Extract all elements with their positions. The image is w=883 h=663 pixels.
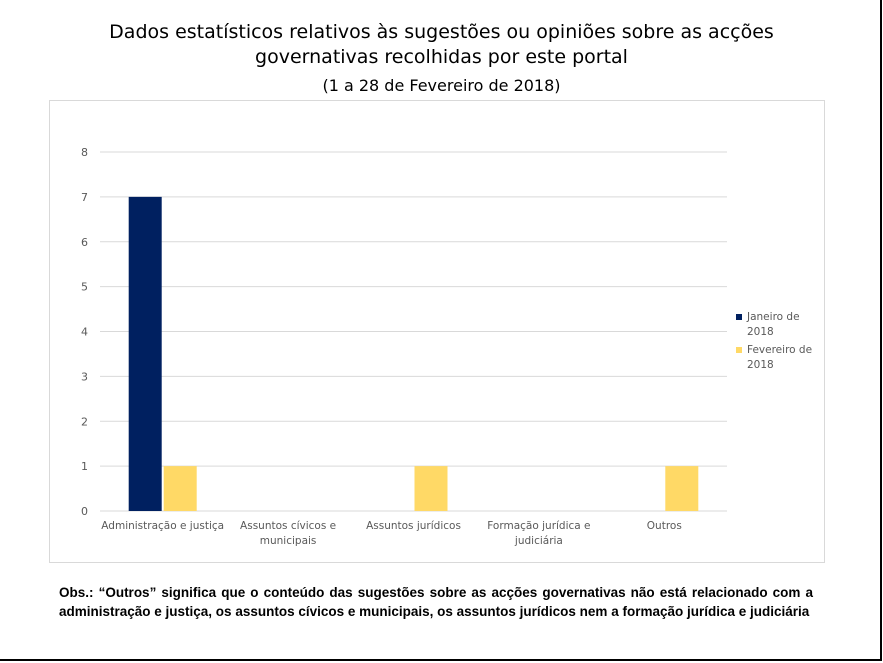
bars xyxy=(128,196,699,511)
y-tick-label: 6 xyxy=(81,236,88,249)
x-tick-label: Assuntos jurídicos xyxy=(366,520,461,532)
y-tick-label: 1 xyxy=(81,460,88,473)
legend-label: Fevereiro de xyxy=(747,344,812,356)
y-tick-label: 8 xyxy=(81,146,88,159)
observation-note: Obs.: “Outros” significa que o conteúdo … xyxy=(59,585,813,619)
y-tick-label: 0 xyxy=(81,505,88,518)
x-tick-label: Outros xyxy=(647,520,682,532)
legend-swatch-fevereiro xyxy=(736,347,742,353)
bar-fevereiro-0 xyxy=(163,466,197,511)
bar-fevereiro-2 xyxy=(414,466,448,511)
x-tick-label: Formação jurídica e xyxy=(487,520,590,532)
chart-title: Dados estatísticos relativos às sugestõe… xyxy=(109,21,774,68)
bar-fevereiro-4 xyxy=(665,466,699,511)
bar-janeiro-0 xyxy=(128,196,162,511)
legend-label: Janeiro de xyxy=(746,311,800,323)
x-tick-label: judiciária xyxy=(514,535,563,547)
y-tick-label: 5 xyxy=(81,281,88,294)
y-tick-label: 2 xyxy=(81,415,88,428)
x-tick-label: municipais xyxy=(260,535,317,547)
legend-label: 2018 xyxy=(747,359,774,371)
y-axis: 0 1 2 3 4 5 6 7 8 xyxy=(81,146,88,518)
legend-swatch-janeiro xyxy=(736,314,742,320)
y-tick-label: 4 xyxy=(81,326,88,339)
x-axis: Administração e justiça Assuntos cívicos … xyxy=(101,520,682,547)
x-tick-label: Administração e justiça xyxy=(101,520,224,532)
gridlines xyxy=(100,151,727,512)
chart-subtitle: (1 a 28 de Fevereiro de 2018) xyxy=(322,76,561,95)
legend-label: 2018 xyxy=(747,326,774,338)
y-tick-label: 3 xyxy=(81,370,88,383)
chart-area: 0 1 2 3 4 5 6 7 8 Administração e justiça Assunto… xyxy=(49,100,825,563)
legend: Janeiro de 2018 Fevereiro de 2018 xyxy=(736,311,812,371)
y-tick-label: 7 xyxy=(81,191,88,204)
bar-chart: 0 1 2 3 4 5 6 7 8 Administração e justiça Assunto… xyxy=(81,146,812,547)
x-tick-label: Assuntos cívicos e xyxy=(240,520,336,532)
